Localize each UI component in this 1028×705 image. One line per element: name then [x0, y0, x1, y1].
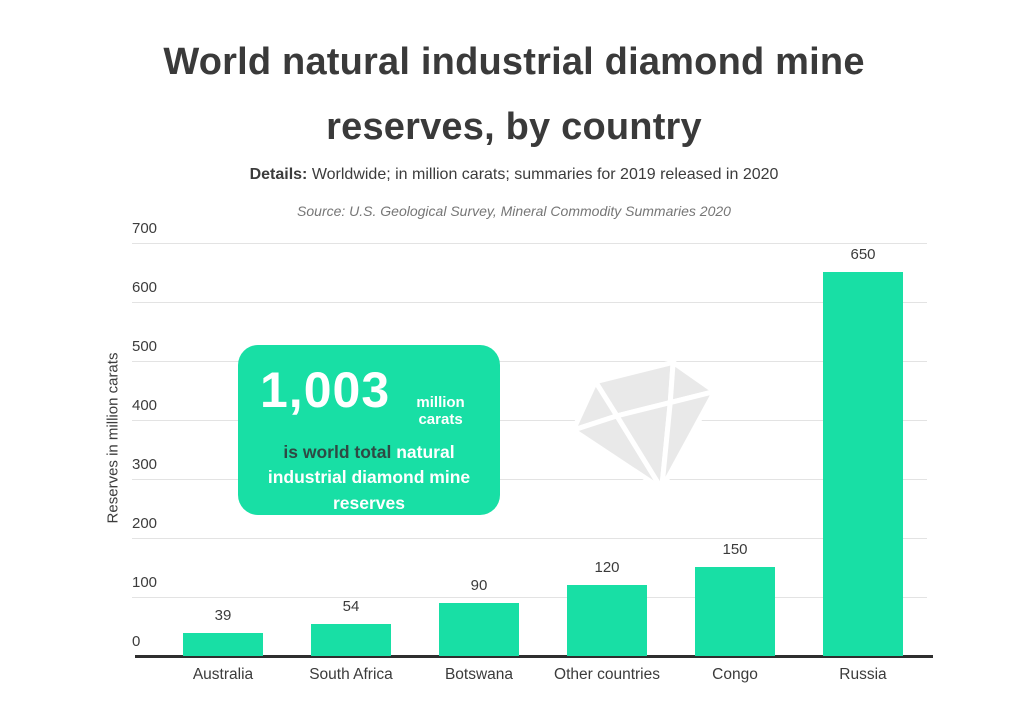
diamond-watermark-icon [556, 352, 740, 507]
details-line: Details: Worldwide; in million carats; s… [0, 166, 1028, 184]
bar [439, 603, 519, 656]
y-axis-tick-label: 100 [132, 574, 158, 591]
gridline [132, 361, 927, 362]
y-axis-tick-label: 200 [132, 515, 158, 532]
bar [823, 272, 903, 656]
y-axis-tick-label: 400 [132, 397, 158, 414]
source-line: Source: U.S. Geological Survey, Mineral … [297, 203, 731, 219]
bar-value-label: 150 [722, 541, 748, 558]
callout-topline: 1,003 million carats [260, 362, 480, 429]
y-axis-tick-label: 500 [132, 338, 158, 355]
details-label: Details: [249, 166, 308, 183]
bar [311, 624, 391, 656]
bar [567, 585, 647, 656]
x-axis-line [135, 655, 933, 658]
callout-card: 1,003 million carats is world total natu… [238, 345, 500, 515]
x-axis-category-label: Australia [192, 666, 254, 683]
bar [695, 567, 775, 656]
bar-value-label: 54 [342, 598, 360, 615]
gridline [132, 479, 927, 480]
callout-text-dark: is world total [283, 442, 392, 462]
gridline [132, 420, 927, 421]
page-title: World natural industrial diamond mine re… [163, 41, 865, 149]
bar [183, 633, 263, 656]
x-axis-category-label: Congo [712, 666, 758, 683]
y-axis-tick-label: 0 [132, 633, 141, 650]
callout-unit: million carats [416, 394, 465, 428]
x-axis-category-label: Other countries [554, 666, 660, 683]
gridline [132, 538, 927, 539]
gridline [132, 597, 927, 598]
x-axis-category-label: Russia [839, 666, 887, 683]
gridline [132, 302, 927, 303]
callout-value: 1,003 [260, 362, 391, 418]
y-axis-tick-label: 600 [132, 279, 158, 296]
x-axis-category-label: South Africa [309, 666, 393, 683]
callout-text-light: natural industrial diamond mine reserves [267, 442, 471, 513]
y-axis-tick-label: 300 [132, 456, 158, 473]
bar-value-label: 120 [594, 559, 620, 576]
x-axis-category-label: Botswana [444, 666, 514, 683]
details-text: Worldwide; in million carats; summaries … [307, 166, 779, 183]
gridline [132, 243, 927, 244]
bar-value-label: 39 [214, 607, 232, 624]
bar-value-label: 650 [850, 246, 876, 263]
callout-description: is world total natural industrial diamon… [258, 440, 480, 516]
bar-value-label: 90 [470, 577, 488, 594]
y-axis-tick-label: 700 [132, 220, 158, 237]
